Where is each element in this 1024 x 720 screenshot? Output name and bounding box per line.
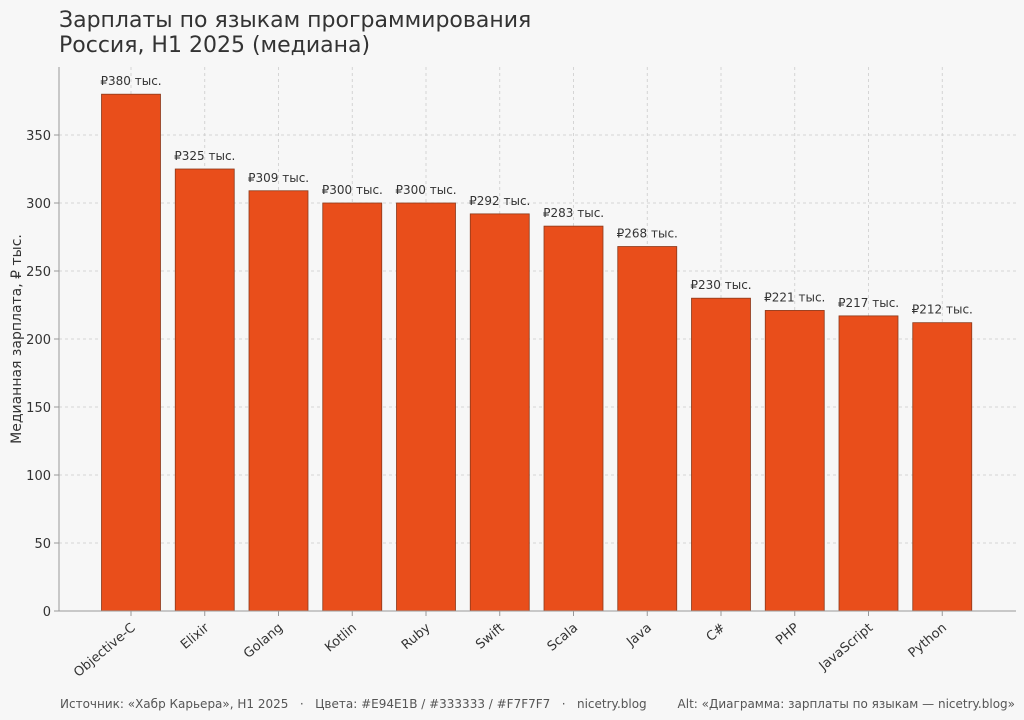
bar-scala	[543, 225, 604, 612]
y-axis-label: Медианная зарплата, ₽ тыс.	[9, 234, 25, 444]
data-label: ₽221 тыс.	[764, 290, 825, 304]
bar-c-	[691, 297, 751, 612]
x-tick-label: Java	[623, 621, 654, 651]
bar-javascript	[838, 315, 899, 612]
footer-alt: Alt: «Диаграмма: зарплаты по языкам — ni…	[677, 697, 1015, 711]
chart-title: Зарплаты по языкам программирования	[59, 8, 531, 33]
data-label: ₽283 тыс.	[543, 206, 604, 220]
data-label: ₽230 тыс.	[690, 278, 751, 292]
data-label: ₽325 тыс.	[174, 149, 235, 163]
y-tick-label: 0	[43, 605, 51, 620]
x-tick-label: Python	[906, 621, 950, 661]
x-tick-label: Elixir	[178, 620, 213, 653]
x-tick-label: Objective-C	[71, 621, 138, 681]
bars	[101, 93, 973, 612]
footer-source: Источник: «Хабр Карьера», H1 2025 · Цвет…	[60, 697, 647, 711]
x-tick-label: Golang	[241, 621, 286, 662]
data-label: ₽309 тыс.	[248, 171, 309, 185]
y-tick-label: 300	[26, 197, 51, 212]
data-labels: ₽380 тыс. ₽325 тыс. ₽309 тыс. ₽300 тыс. ₽300…	[100, 74, 972, 316]
x-tick-label: JavaScript	[816, 621, 876, 675]
bar-python	[912, 322, 973, 612]
bar-swift	[469, 213, 530, 612]
bar-ruby	[396, 202, 456, 612]
x-tick-label: C#	[704, 621, 729, 645]
y-tick-label: 100	[26, 469, 51, 484]
data-label: ₽268 тыс.	[617, 227, 678, 241]
y-tick-label: 200	[26, 333, 51, 348]
x-tick-label: Ruby	[399, 620, 434, 653]
data-label: ₽300 тыс.	[322, 183, 383, 197]
bar-php	[764, 310, 825, 612]
y-tick-label: 250	[26, 265, 51, 280]
data-label: ₽380 тыс.	[100, 74, 161, 88]
data-label: ₽217 тыс.	[838, 296, 899, 310]
x-tick-label: Swift	[473, 621, 507, 653]
y-tick-label: 350	[26, 129, 51, 144]
x-tick-label: Scala	[545, 621, 581, 655]
data-label: ₽212 тыс.	[912, 303, 973, 317]
x-tick-label: Kotlin	[322, 621, 360, 656]
bar-java	[617, 246, 678, 612]
data-label: ₽300 тыс.	[395, 183, 456, 197]
x-tick-label: PHP	[773, 620, 802, 648]
bar-golang	[248, 190, 309, 612]
y-tick-label: 150	[26, 401, 51, 416]
chart-subtitle: Россия, H1 2025 (медиана)	[59, 33, 370, 58]
bar-elixir	[174, 168, 235, 612]
data-label: ₽292 тыс.	[469, 194, 530, 208]
bar-kotlin	[322, 202, 383, 612]
bar-objective-c	[101, 93, 161, 612]
y-tick-label: 50	[34, 537, 51, 552]
